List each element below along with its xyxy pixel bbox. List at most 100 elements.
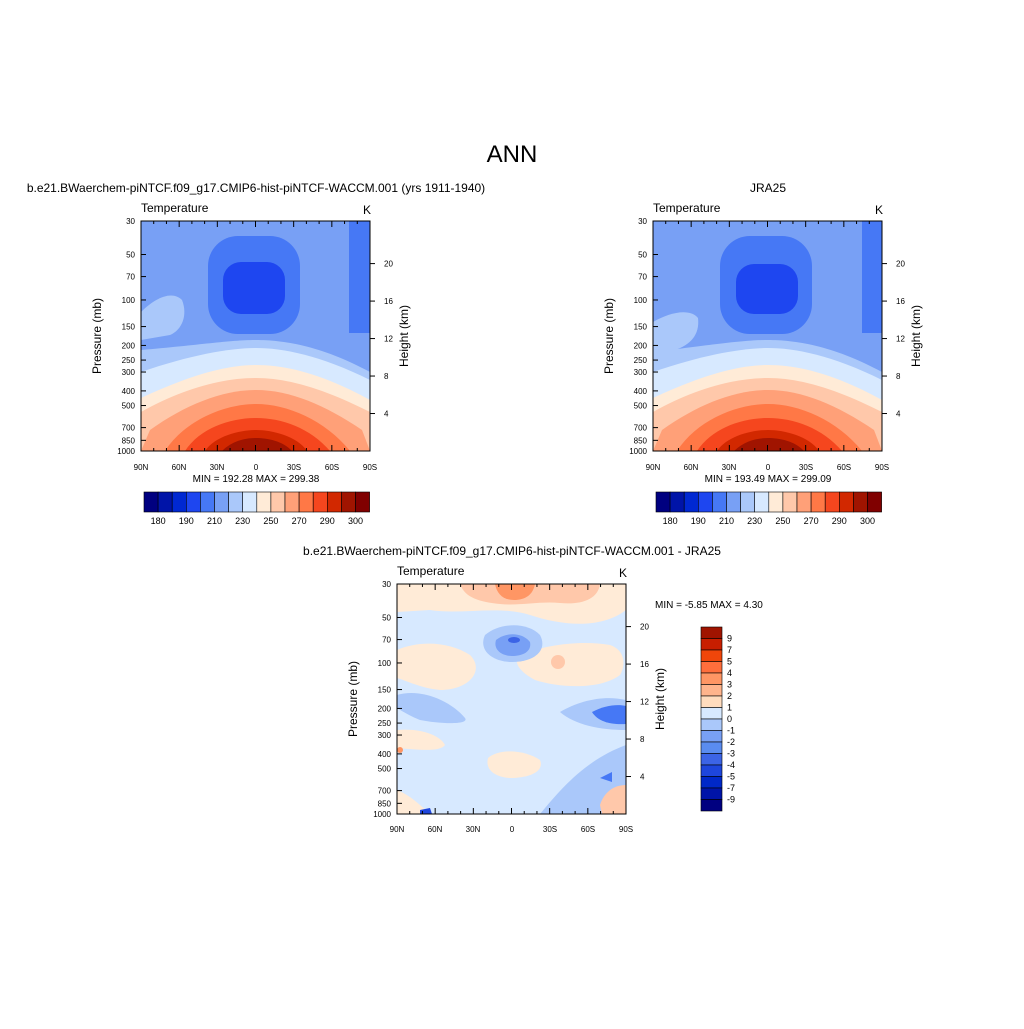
colorbar-model: 180 190 210 230 250 270 290 300 xyxy=(143,491,370,526)
colorbar-box xyxy=(700,661,723,674)
pressure-tick-label: 200 xyxy=(378,704,392,713)
colorbar-box xyxy=(284,491,300,513)
colorbar-label: 270 xyxy=(292,516,307,526)
axis-ticks: 3050701001502002503004005007008501000201… xyxy=(117,217,905,819)
colorbar-label: 210 xyxy=(207,516,222,526)
panel-obs: JRA25 Temperature K 90N 60N 30N 0 30S xyxy=(602,181,923,485)
x-tick-label: 90N xyxy=(134,463,149,472)
height-tick-label: 4 xyxy=(896,410,901,419)
panel-ticks: 30 50 70 100 150 200 250 300 400 500 700 850 1000 20 1… xyxy=(629,217,905,456)
colorbar-label: 210 xyxy=(719,516,734,526)
pressure-tick-label: 850 xyxy=(634,436,648,445)
colorbar-box xyxy=(700,672,723,685)
units-label: K xyxy=(619,566,627,580)
pressure-tick-label: 300 xyxy=(122,368,136,377)
pressure-tick-label: 200 xyxy=(122,341,136,350)
y-axis-label-left: Pressure (mb) xyxy=(90,298,104,374)
colorbar-label: 2 xyxy=(727,691,732,701)
x-tick-label: 30N xyxy=(210,463,225,472)
colorbar-box xyxy=(270,491,286,513)
colorbar-box xyxy=(214,491,229,513)
colorbar-label: 5 xyxy=(727,657,732,667)
units-label: K xyxy=(875,203,883,217)
variable-label: Temperature xyxy=(653,201,721,215)
lat-tick-labels: 90N 60N 30N 0 30S 60S 90S xyxy=(134,463,377,472)
units-label: K xyxy=(363,203,371,217)
colorbar-diff: 97 54 32 10 -1-2 -3-4 -5-7 -9 xyxy=(700,626,735,812)
pressure-tick-label: 250 xyxy=(378,719,392,728)
panel-header: b.e21.BWaerchem-piNTCF.f09_g17.CMIP6-his… xyxy=(27,181,485,195)
colorbar-label: 9 xyxy=(727,634,732,644)
stats-label: MIN = 192.28 MAX = 299.38 xyxy=(193,474,320,485)
y-axis-label-right: Height (km) xyxy=(653,668,667,730)
height-tick-label: 12 xyxy=(640,698,649,707)
colorbar-box xyxy=(298,491,314,513)
colorbar-box xyxy=(143,491,159,513)
pressure-tick-label: 50 xyxy=(382,614,391,623)
x-tick-label: 90N xyxy=(390,825,405,834)
y-axis-label-right: Height (km) xyxy=(397,305,411,367)
pressure-tick-label: 30 xyxy=(382,580,391,589)
colorbar-box xyxy=(157,491,173,513)
colorbar-box xyxy=(700,626,723,639)
variable-label: Temperature xyxy=(141,201,209,215)
colorbar-box xyxy=(700,741,723,754)
colorbar-label: 180 xyxy=(663,516,678,526)
panel-model: b.e21.BWaerchem-piNTCF.f09_g17.CMIP6-his… xyxy=(27,181,485,485)
pressure-tick-label: 500 xyxy=(634,402,648,411)
colorbar-box xyxy=(700,764,723,777)
height-tick-label: 16 xyxy=(384,297,393,306)
pressure-tick-label: 500 xyxy=(122,402,136,411)
y-axis-label-left: Pressure (mb) xyxy=(602,298,616,374)
height-tick-label: 4 xyxy=(640,773,645,782)
x-tick-label: 0 xyxy=(766,463,771,472)
colorbar-label: -5 xyxy=(727,772,735,782)
colorbar-box xyxy=(838,491,854,513)
pressure-tick-label: 400 xyxy=(122,387,136,396)
colorbar-box xyxy=(355,491,370,513)
colorbar-box xyxy=(312,491,328,513)
x-tick-label: 60N xyxy=(172,463,187,472)
height-tick-label: 8 xyxy=(384,372,389,381)
colorbar-box xyxy=(697,491,713,513)
colorbar-label: 1 xyxy=(727,703,732,713)
colorbar-label: 250 xyxy=(263,516,278,526)
pressure-tick-label: 70 xyxy=(382,636,391,645)
colorbar-box xyxy=(824,491,840,513)
y-axis-label-left: Pressure (mb) xyxy=(346,661,360,737)
colorbar-box xyxy=(768,491,784,513)
pressure-tick-label: 100 xyxy=(634,296,648,305)
pressure-tick-label: 250 xyxy=(122,356,136,365)
colorbar-box xyxy=(700,649,723,662)
colorbar-box xyxy=(754,491,770,513)
colorbar-box xyxy=(700,776,723,789)
colorbar-obs: 180 190 210 230 250 270 290 300 xyxy=(655,491,882,526)
colorbar-label: 7 xyxy=(727,645,732,655)
pressure-tick-label: 700 xyxy=(122,424,136,433)
colorbar-box xyxy=(341,491,356,513)
colorbar-box xyxy=(740,491,755,513)
contour-field xyxy=(397,584,626,814)
colorbar-box xyxy=(242,491,258,513)
height-tick-label: 16 xyxy=(896,297,905,306)
colorbar-box xyxy=(700,753,723,766)
colorbar-box xyxy=(810,491,826,513)
colorbar-box xyxy=(655,491,671,513)
height-tick-label: 12 xyxy=(384,335,393,344)
colorbar-label: 4 xyxy=(727,668,732,678)
panel-ticks: 30 50 70 100 150 200 250 300 400 500 700 850 1000 20 1… xyxy=(373,580,649,819)
pressure-tick-label: 300 xyxy=(378,731,392,740)
pressure-tick-label: 1000 xyxy=(629,447,647,456)
colorbar-label: 230 xyxy=(235,516,250,526)
pressure-tick-label: 1000 xyxy=(373,810,391,819)
colorbar-label: -9 xyxy=(727,795,735,805)
colorbar-label: 230 xyxy=(747,516,762,526)
pressure-tick-label: 700 xyxy=(378,787,392,796)
x-tick-label: 30S xyxy=(543,825,557,834)
x-tick-label: 90S xyxy=(619,825,633,834)
y-axis-label-right: Height (km) xyxy=(909,305,923,367)
colorbar-label: 180 xyxy=(151,516,166,526)
height-tick-label: 12 xyxy=(896,335,905,344)
colorbar-label: -1 xyxy=(727,726,735,736)
